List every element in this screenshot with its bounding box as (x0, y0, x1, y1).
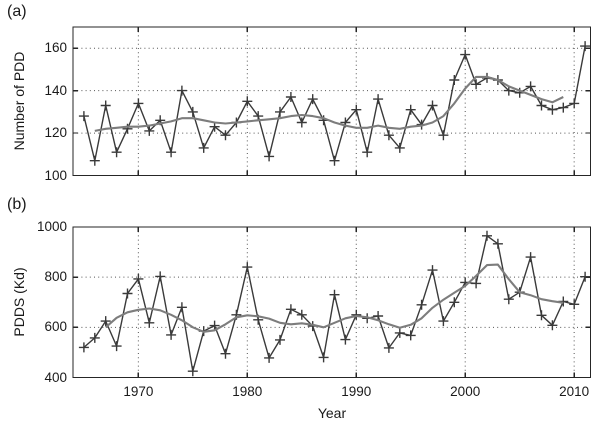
x-axis-title: Year (317, 405, 347, 421)
y-tick-label: 120 (44, 125, 67, 141)
annual-number-of-pdd-line (83, 45, 586, 162)
y-tick-label: 800 (44, 269, 67, 285)
annual-number-of-pdd-markers (78, 41, 591, 166)
x-tick-label: 2000 (450, 383, 481, 399)
y-tick-label: 1000 (36, 219, 67, 234)
smoothed-number-of-pdd-line (94, 75, 564, 132)
y-tick-label: 160 (44, 40, 67, 56)
x-tick-label: 1970 (123, 383, 154, 399)
x-tick-label: 1980 (232, 383, 263, 399)
panel-a-tag: (a) (7, 3, 27, 20)
panel-a (72, 26, 592, 177)
panel-b (72, 226, 592, 379)
axis-box (72, 26, 592, 177)
smoothed-pdds-line (105, 263, 564, 333)
y-axis-title-a: Number of PDD (11, 51, 27, 151)
annual-pdds-line (83, 235, 586, 372)
y-axis-title-b: PDDS (Kd) (11, 267, 27, 337)
x-tick-label: 1990 (341, 383, 372, 399)
annual-pdds-markers (78, 230, 591, 377)
y-tick-label: 100 (44, 167, 67, 183)
x-tick-label: 2010 (559, 383, 590, 399)
y-tick-label: 400 (44, 369, 67, 385)
y-tick-label: 140 (44, 82, 67, 98)
panel-b-tag: (b) (7, 196, 27, 213)
y-tick-label: 600 (44, 319, 67, 335)
axis-box (72, 226, 592, 379)
